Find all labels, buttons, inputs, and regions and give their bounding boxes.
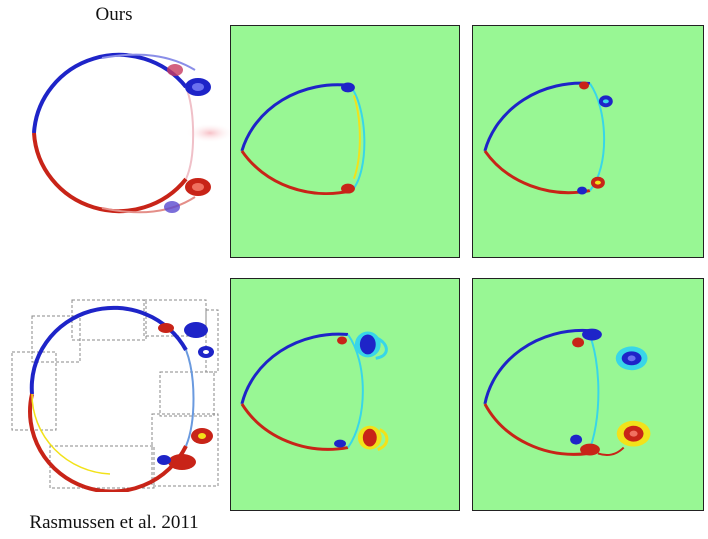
- top-right-plot: [473, 26, 703, 257]
- row-label-rasmussen: Rasmussen et al. 2011: [29, 512, 199, 533]
- panel-bottom-middle: [230, 278, 460, 511]
- panel-bottom-right: [472, 278, 704, 511]
- top-middle-plot: [231, 26, 459, 257]
- panel-ours-white: [20, 25, 230, 240]
- panel-top-middle: [230, 25, 460, 258]
- dashed-grid: [11, 299, 219, 489]
- rasmussen-white-plot: [10, 296, 228, 492]
- bottom-right-plot: [473, 279, 703, 510]
- row-label-ours: Ours: [95, 4, 133, 25]
- bottom-middle-plot: [231, 279, 459, 510]
- panel-top-right: [472, 25, 704, 258]
- ours-white-plot: [20, 25, 230, 240]
- panel-rasmussen-white: [10, 296, 228, 492]
